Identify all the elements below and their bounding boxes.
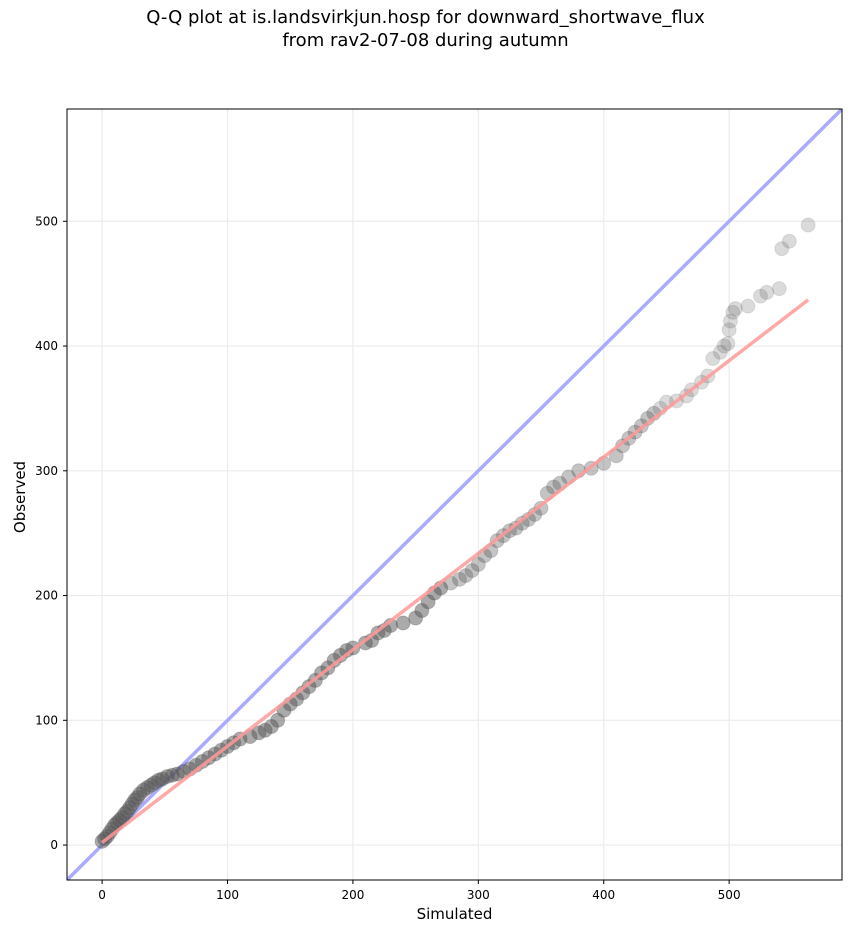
data-point <box>395 615 411 631</box>
x-axis-label: Simulated <box>416 905 493 923</box>
y-tick-label: 400 <box>35 339 58 353</box>
plot-frame <box>66 108 843 881</box>
data-point <box>533 500 549 516</box>
x-tick-label: 0 <box>98 888 106 902</box>
data-point <box>721 322 737 338</box>
x-tick-label: 400 <box>592 888 615 902</box>
y-tick-label: 300 <box>35 464 58 478</box>
data-point <box>458 568 474 584</box>
x-tick-label: 300 <box>467 888 490 902</box>
y-tick-label: 500 <box>35 214 58 228</box>
data-point <box>781 233 797 249</box>
x-tick-label: 200 <box>341 888 364 902</box>
y-tick-label: 200 <box>35 589 58 603</box>
data-point <box>722 313 738 329</box>
data-point <box>470 556 486 572</box>
y-tick-label: 100 <box>35 713 58 727</box>
data-point <box>705 351 721 367</box>
chart-title-line1: Q-Q plot at is.landsvirkjun.hosp for dow… <box>146 7 705 28</box>
data-point <box>759 284 775 300</box>
data-point <box>452 571 468 587</box>
y-tick-label: 0 <box>50 838 58 852</box>
identity-line <box>67 109 842 880</box>
data-point <box>720 336 736 352</box>
data-point <box>800 217 816 233</box>
data-point <box>740 298 756 314</box>
chart-title: Q-Q plot at is.landsvirkjun.hosp for dow… <box>0 6 851 52</box>
y-axis-label: Observed <box>11 460 29 534</box>
chart-title-line2: from rav2-07-08 during autumn <box>282 30 569 51</box>
data-point <box>771 281 787 297</box>
data-point <box>752 288 768 304</box>
data-point <box>774 241 790 257</box>
plot-area <box>67 109 842 880</box>
data-point <box>725 304 741 320</box>
data-point <box>712 344 728 360</box>
data-point <box>464 563 480 579</box>
x-tick-label: 100 <box>216 888 239 902</box>
data-point <box>716 338 732 354</box>
fit-line <box>101 298 810 844</box>
x-tick-label: 500 <box>718 888 741 902</box>
data-point <box>727 301 743 317</box>
